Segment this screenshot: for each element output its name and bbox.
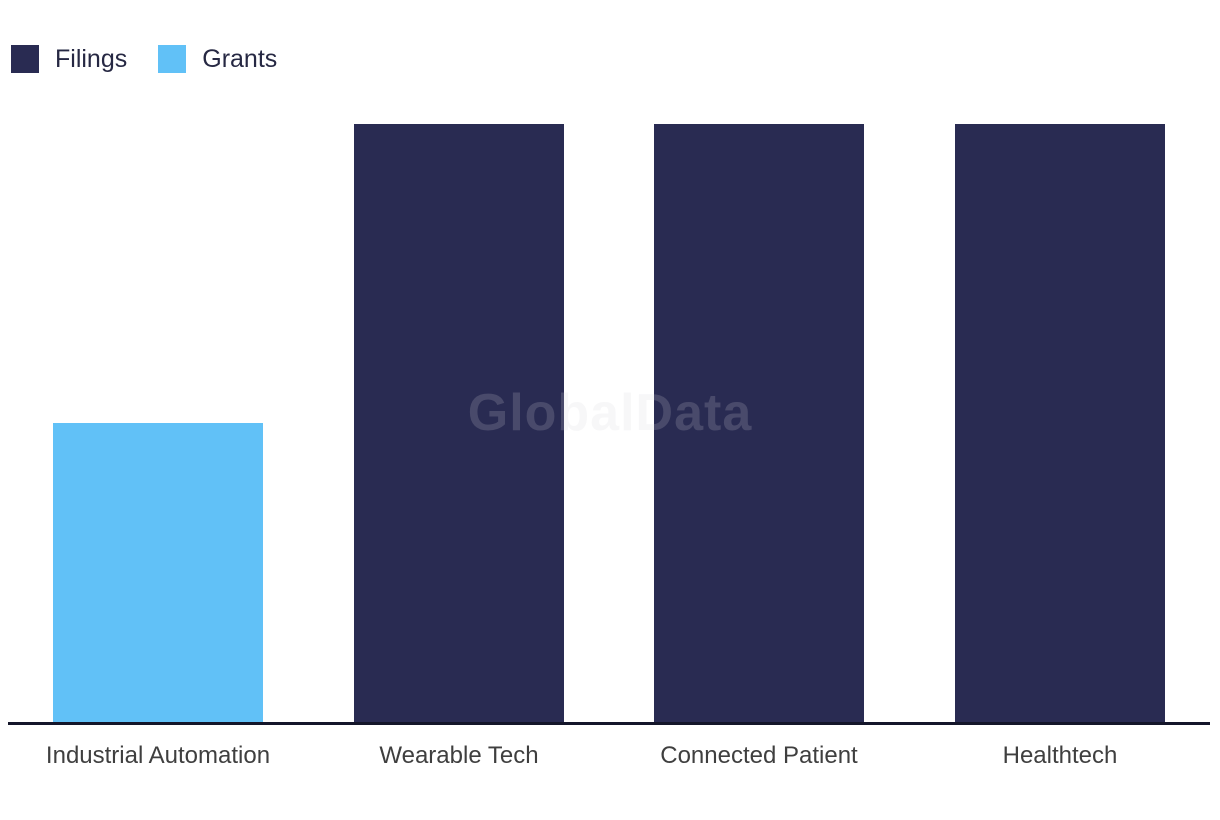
bar-filings-wearable-tech [354, 124, 564, 722]
x-axis-label-industrial-automation: Industrial Automation [45, 742, 271, 769]
bar-filings-healthtech [955, 124, 1165, 722]
legend-item-grants: Grants [158, 45, 277, 73]
legend-item-filings: Filings [11, 45, 127, 73]
x-axis-label-wearable-tech: Wearable Tech [379, 742, 539, 769]
x-axis-line [8, 722, 1210, 725]
bar-grants-industrial-automation [53, 423, 263, 722]
x-axis-label-connected-patient: Connected Patient [660, 742, 858, 769]
legend: Filings Grants [11, 45, 277, 73]
grants-swatch-icon [158, 45, 187, 73]
legend-label-grants: Grants [202, 45, 278, 73]
legend-label-filings: Filings [55, 45, 128, 73]
bar-filings-connected-patient [654, 124, 864, 722]
x-axis-label-healthtech: Healthtech [1002, 742, 1118, 769]
filings-swatch-icon [11, 45, 39, 73]
